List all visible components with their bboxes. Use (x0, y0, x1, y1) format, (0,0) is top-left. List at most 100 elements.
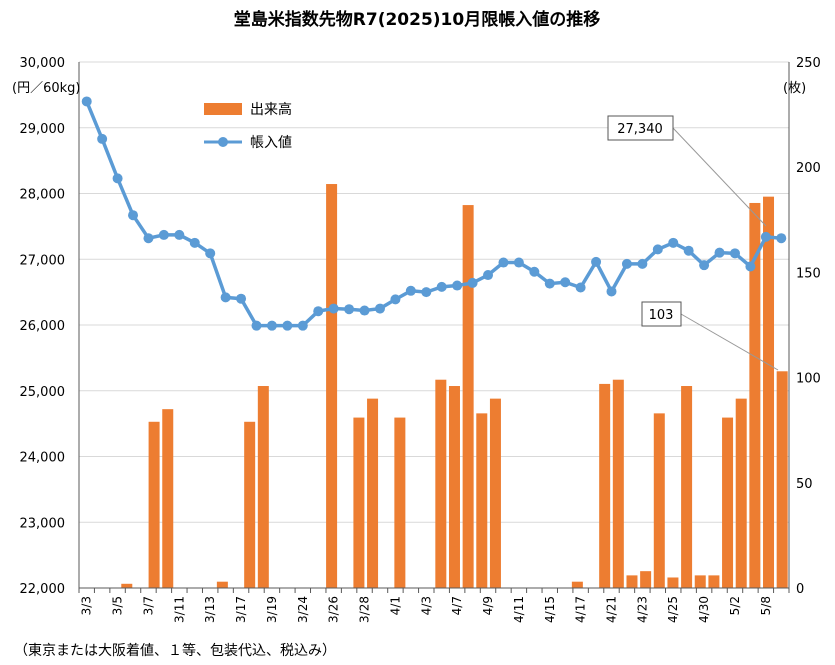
settlement-point (544, 278, 555, 289)
volume-bar (462, 205, 474, 588)
x-tick-label: 3/26 (327, 596, 341, 623)
x-tick-label: 4/21 (605, 596, 619, 623)
legend-label-settlement: 帳入値 (250, 135, 292, 151)
volume-bar (708, 575, 720, 588)
left-tick-label: 27,000 (20, 253, 66, 268)
settlement-point (220, 292, 231, 303)
settlement-point (328, 303, 339, 314)
volume-bar (121, 583, 133, 588)
axes: 22,000 23,000 24,000 25,000 26,000 27,000 28,0… (20, 56, 821, 623)
volume-bar (776, 371, 788, 588)
x-tick-label: 4/1 (388, 596, 402, 615)
volume-bar (435, 379, 447, 588)
right-tick-label: 150 (796, 266, 821, 281)
volume-bar (394, 417, 406, 588)
left-axis-label: (円／60kg) (12, 81, 80, 96)
settlement-point (760, 231, 771, 242)
volume-bar (667, 577, 679, 588)
left-tick-label: 23,000 (20, 516, 66, 531)
volume-bar (722, 417, 734, 588)
x-tick-label: 4/15 (543, 596, 557, 623)
right-tick-label: 0 (796, 582, 804, 597)
settlement-point (637, 258, 648, 269)
volume-bar (244, 421, 256, 588)
volume-bar (216, 581, 228, 588)
volume-bar (626, 575, 638, 588)
x-tick-label: 3/19 (265, 596, 279, 623)
settlement-point (652, 244, 663, 255)
x-tick-label: 5/2 (728, 596, 742, 615)
right-tick-label: 100 (796, 372, 821, 387)
legend-label-volume: 出来高 (250, 101, 292, 118)
volume-bar (612, 379, 624, 588)
bar-series-volume (121, 184, 788, 589)
settlement-point (683, 245, 694, 256)
settlement-point (405, 285, 416, 296)
settlement-point (174, 229, 185, 240)
callout-text: 27,340 (617, 122, 663, 137)
settlement-point (452, 280, 463, 291)
settlement-point (714, 247, 725, 258)
settlement-point (591, 256, 602, 267)
settlement-point (776, 233, 787, 244)
chart-title: 堂島米指数先物R7(2025)10月限帳入値の推移 (234, 9, 600, 30)
callout-last-volume: 103 (641, 301, 779, 371)
legend-marker-settlement (218, 137, 228, 147)
settlement-point (374, 303, 385, 314)
callout-last-settlement: 27,340 (607, 115, 767, 227)
left-tick-label: 30,000 (20, 56, 66, 71)
x-tick-label: 4/17 (574, 596, 588, 623)
callout-leader-line (680, 313, 779, 371)
gridlines (79, 61, 789, 523)
x-tick-label: 4/9 (481, 596, 495, 615)
volume-bar (148, 421, 160, 588)
settlement-point (699, 260, 710, 271)
right-tick-label: 200 (796, 161, 821, 176)
x-tick-label: 3/24 (296, 596, 310, 623)
settlement-point (745, 261, 756, 272)
callout-text: 103 (649, 308, 674, 323)
x-tick-label: 4/3 (419, 596, 433, 615)
settlement-point (359, 305, 370, 316)
x-tick-label: 3/11 (172, 596, 186, 623)
settlement-point (436, 281, 447, 292)
settlement-point (390, 294, 401, 305)
left-tick-label: 25,000 (20, 385, 66, 400)
settlement-point (729, 248, 740, 259)
volume-bar (162, 409, 174, 588)
x-tick-label: 4/7 (450, 596, 464, 615)
volume-bar (653, 413, 665, 588)
volume-bar (367, 398, 379, 588)
settlement-point (498, 257, 509, 268)
settlement-point (97, 133, 108, 144)
x-tick-label: 3/28 (358, 596, 372, 623)
settlement-point (575, 282, 586, 293)
legend-swatch-volume (204, 103, 242, 115)
callout-leader-line (672, 127, 767, 227)
volume-bar (694, 575, 706, 588)
left-tick-label: 22,000 (20, 582, 66, 597)
x-tick-label: 4/25 (666, 596, 680, 623)
settlement-point (668, 237, 679, 248)
left-tick-label: 29,000 (20, 122, 66, 137)
right-tick-label: 250 (796, 56, 821, 71)
volume-bar (571, 581, 583, 588)
settlement-point (529, 266, 540, 277)
footnote: （東京または大阪着値、１等、包装代込、税込み） (14, 642, 336, 659)
settlement-point (344, 304, 355, 315)
volume-bar (749, 202, 761, 588)
x-tick-label: 3/7 (141, 596, 155, 615)
settlement-point (560, 277, 571, 288)
volume-bar (681, 386, 693, 588)
callout-box (607, 115, 674, 141)
x-tick-label: 3/5 (111, 596, 125, 615)
settlement-point (606, 286, 617, 297)
volume-bar (257, 386, 269, 588)
volume-bar (489, 398, 501, 588)
volume-bar (640, 571, 652, 588)
settlement-point (112, 173, 123, 184)
volume-bar (599, 383, 611, 588)
x-tick-label: 3/17 (234, 596, 248, 623)
x-tick-label: 3/13 (203, 596, 217, 623)
settlement-point (143, 233, 154, 244)
